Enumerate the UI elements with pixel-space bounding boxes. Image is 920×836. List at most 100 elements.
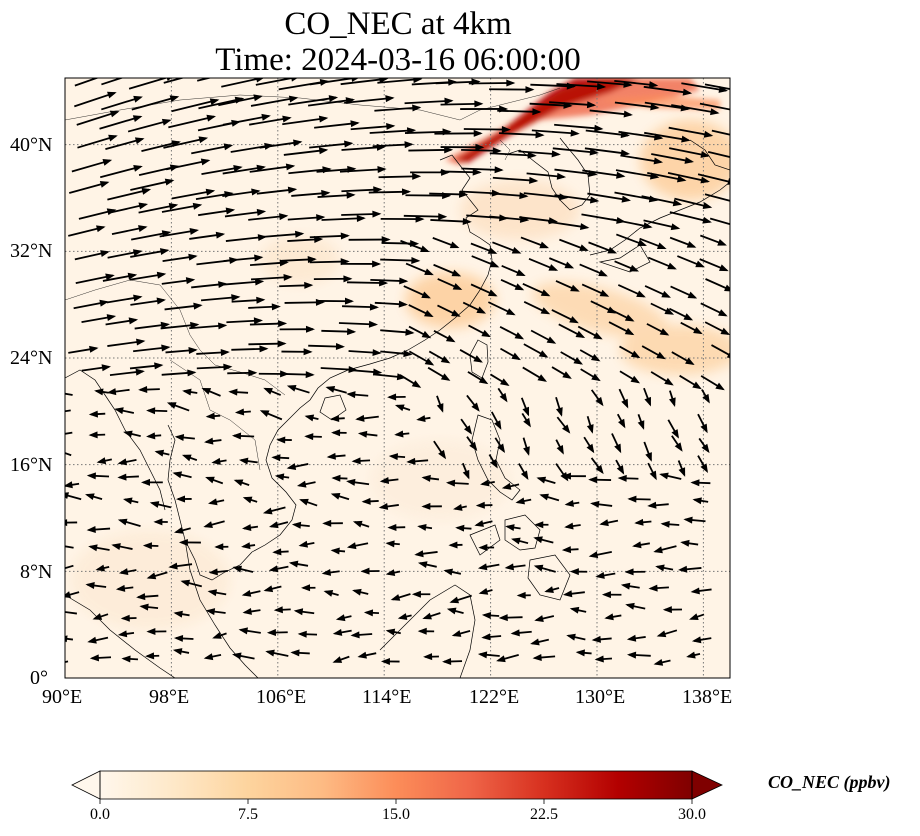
wind-arrow [102, 272, 138, 282]
wind-arrow [173, 634, 194, 642]
wind-arrow [380, 215, 425, 223]
plume-indochina [70, 530, 230, 630]
wind-arrow [385, 569, 401, 577]
wind-arrow [374, 104, 422, 112]
wind-arrow [85, 493, 103, 501]
wind-arrow [421, 502, 442, 510]
wind-arrow [129, 271, 167, 281]
coastline-china [251, 154, 493, 553]
wind-arrow [497, 387, 508, 403]
wind-arrow [534, 615, 555, 622]
wind-arrow [166, 402, 190, 412]
wind-arrow [231, 296, 266, 304]
wind-arrow [380, 350, 413, 358]
wind-arrow [372, 141, 414, 149]
wind-arrow [196, 78, 213, 82]
wind-arrow [81, 314, 117, 323]
wind-arrow [551, 309, 579, 324]
wind-arrow [474, 520, 493, 527]
wind-arrow [309, 78, 359, 86]
wind-arrow [117, 518, 141, 527]
wind-arrow [117, 630, 135, 638]
wind-arrow [459, 349, 483, 363]
wind-arrow [130, 248, 170, 258]
wind-arrow [357, 651, 377, 659]
wind-arrow [468, 324, 491, 338]
wind-arrow [139, 603, 159, 611]
wind-arrow [498, 131, 545, 139]
wind-arrow [68, 225, 106, 237]
wind-arrow [494, 437, 506, 454]
wind-arrow [430, 217, 472, 225]
wind-arrow [233, 479, 250, 487]
wind-arrow [470, 242, 498, 254]
wind-arrow [440, 100, 484, 108]
wind-arrow [501, 265, 526, 277]
wind-arrow [436, 395, 444, 413]
wind-arrow [133, 344, 171, 353]
wind-arrow [453, 503, 467, 511]
wind-arrow [374, 300, 408, 308]
wind-arrow [117, 458, 137, 466]
lon-tick-122: 122°E [469, 686, 520, 708]
wind-arrow [579, 349, 601, 362]
wind-arrow [528, 257, 559, 271]
wind-arrow [577, 325, 603, 340]
colorbar-tick-30: 30.0 [678, 806, 706, 823]
wind-arrow [561, 472, 586, 480]
wind-arrow [617, 474, 639, 482]
wind-arrow [168, 114, 217, 129]
wind-arrow [321, 214, 366, 222]
wind-arrow [191, 281, 228, 289]
wind-arrow [204, 437, 222, 445]
wind-arrow [616, 413, 626, 429]
wind-arrow [564, 499, 580, 507]
border-interior [65, 279, 286, 396]
wind-arrow [400, 239, 430, 253]
wind-arrow [380, 328, 415, 336]
wind-arrow [404, 97, 454, 105]
wind-arrow [659, 472, 682, 480]
wind-arrow [692, 497, 709, 505]
colorbar-tick-0: 0.0 [90, 806, 110, 823]
wind-arrow [331, 429, 347, 437]
wind-arrow [408, 146, 454, 154]
wind-arrow [643, 441, 652, 462]
plume-northeast-tail [600, 95, 720, 110]
wind-arrow [581, 283, 610, 297]
wind-arrow [223, 278, 265, 286]
wind-arrow [555, 439, 564, 455]
wind-arrow [205, 608, 226, 616]
wind-arrow [677, 460, 686, 477]
wind-arrow [423, 653, 439, 661]
wind-arrow [492, 241, 522, 254]
wind-arrow [590, 457, 604, 475]
wind-arrow [520, 236, 550, 249]
wind-arrow [489, 86, 535, 94]
wind-arrow [271, 454, 290, 462]
wind-arrow [604, 613, 622, 621]
wind-arrow [408, 325, 432, 339]
wind-arrow [560, 351, 584, 365]
wind-arrow [421, 474, 440, 482]
wind-arrow [274, 473, 290, 481]
wind-arrow [667, 419, 679, 439]
wind-arrow [208, 568, 228, 576]
wind-arrow [325, 385, 347, 394]
wind-arrow [88, 431, 106, 439]
wind-arrow [579, 263, 608, 277]
wind-arrow [288, 95, 339, 106]
wind-arrow [699, 258, 729, 272]
wind-arrow [146, 407, 168, 415]
wind-arrow [241, 524, 259, 532]
wind-arrow [556, 82, 607, 90]
wind-arrow [641, 195, 683, 207]
wind-arrow [449, 594, 472, 604]
wind-arrow [130, 297, 166, 306]
wind-arrow [490, 373, 510, 386]
wind-arrow [117, 473, 139, 481]
wind-arrow [173, 610, 190, 618]
wind-arrow [81, 364, 111, 372]
wind-arrow [504, 563, 526, 571]
colorbar-tick-22-5: 22.5 [530, 806, 558, 823]
